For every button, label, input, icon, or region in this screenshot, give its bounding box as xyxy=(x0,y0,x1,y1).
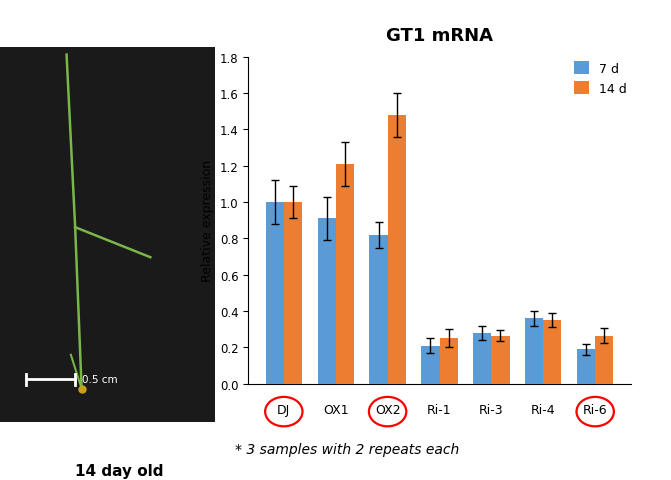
Bar xyxy=(473,333,491,384)
Bar xyxy=(595,336,613,384)
Bar xyxy=(284,203,302,384)
Bar xyxy=(491,336,509,384)
Title: GT1 mRNA: GT1 mRNA xyxy=(386,27,493,45)
Bar xyxy=(577,349,595,384)
Text: 0.5 cm: 0.5 cm xyxy=(82,374,117,384)
Text: 14 day old: 14 day old xyxy=(75,463,164,478)
Bar xyxy=(336,165,354,384)
Bar xyxy=(525,319,544,384)
Bar xyxy=(388,116,406,384)
Text: * 3 samples with 2 repeats each: * 3 samples with 2 repeats each xyxy=(235,442,459,456)
Bar xyxy=(440,339,458,384)
Bar xyxy=(317,219,336,384)
Bar xyxy=(370,235,388,384)
Bar xyxy=(544,321,562,384)
Legend: 7 d, 14 d: 7 d, 14 d xyxy=(570,57,632,101)
Bar xyxy=(421,346,440,384)
Bar xyxy=(266,203,284,384)
Y-axis label: Relative expression: Relative expression xyxy=(201,160,214,282)
